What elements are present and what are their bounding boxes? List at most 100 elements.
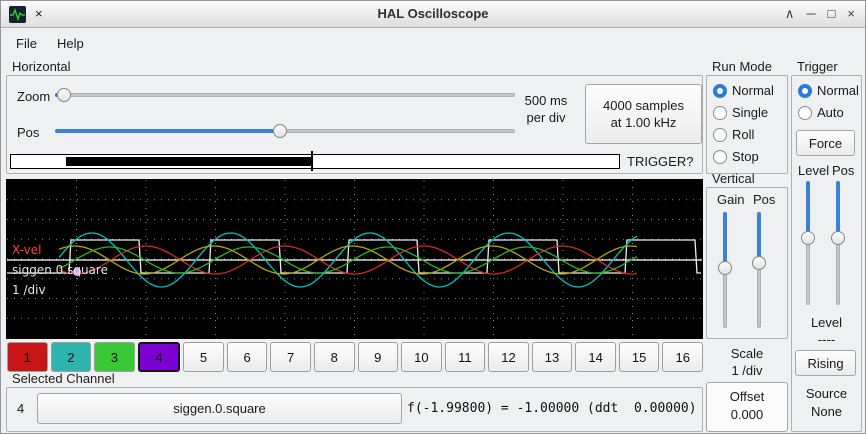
channel-button-15[interactable]: 15 (618, 342, 660, 372)
channel-button-6[interactable]: 6 (226, 342, 268, 372)
radio-checked-icon (713, 83, 727, 98)
channel-button-11[interactable]: 11 (444, 342, 486, 372)
scope-channel-label-siggen: siggen.0.square (12, 263, 108, 277)
radio-checked-icon (798, 83, 812, 98)
run-mode-single-radio[interactable]: Single (713, 103, 768, 122)
trigger-position-tick (311, 151, 313, 171)
channel-button-3[interactable]: 3 (94, 342, 135, 372)
channel-button-14[interactable]: 14 (575, 342, 616, 372)
trigger-auto-radio[interactable]: Auto (798, 103, 844, 122)
offset-panel[interactable]: Offset 0.000 (706, 382, 788, 432)
trigger-normal-radio[interactable]: Normal (798, 81, 859, 100)
menu-file[interactable]: File (16, 36, 37, 51)
menubar: File Help (1, 29, 865, 58)
scope-scale-label: 1 /div (12, 283, 46, 297)
offset-caption: Offset (729, 389, 765, 404)
samples-rate: at 1.00 kHz (610, 115, 677, 130)
vertical-scale-block: Scale 1 /div (706, 345, 788, 379)
vertical-pos-handle[interactable] (752, 256, 766, 271)
horizontal-group: Horizontal Zoom 500 ms per div 4000 samp… (6, 60, 703, 174)
titlebar: × HAL Oscilloscope ∧ ─ □ × (1, 1, 865, 28)
maximize-icon[interactable]: □ (827, 6, 836, 21)
offset-value: 0.000 (730, 407, 764, 422)
trigger-source-value: None (810, 404, 843, 419)
waveform-canvas (7, 180, 702, 338)
shade-icon[interactable]: ∧ (784, 6, 795, 21)
samples-count: 4000 samples (603, 98, 684, 113)
selected-channel-group: Selected Channel 4 siggen.0.square f(-1.… (6, 371, 703, 432)
titlebar-left-close-icon[interactable]: × (35, 6, 43, 21)
channel-button-10[interactable]: 10 (401, 342, 442, 372)
channel-row: 1 2 3 4 5 6 7 8 9 10 11 12 13 14 15 16 (7, 342, 703, 372)
trigger-level-slider-label: Level (798, 163, 830, 178)
timebase-value: 500 ms (524, 93, 568, 108)
trigger-group-title: Trigger (797, 59, 838, 74)
channel-button-13[interactable]: 13 (531, 342, 573, 372)
run-mode-normal-radio[interactable]: Normal (713, 81, 774, 100)
channel-button-4[interactable]: 4 (137, 342, 181, 372)
zoom-slider[interactable] (55, 87, 515, 103)
menu-help[interactable]: Help (56, 36, 84, 51)
vertical-pos-label: Pos (753, 192, 776, 207)
gain-slider-handle[interactable] (718, 260, 732, 275)
trigger-edge-button[interactable]: Rising (795, 350, 856, 376)
channel-button-1[interactable]: 1 (7, 342, 48, 372)
signal-value-readout: f(-1.99800) = -1.00000 (ddt 0.00000) (407, 401, 697, 416)
record-window-fill (66, 157, 313, 166)
vertical-group: Vertical Gain Pos (706, 171, 788, 339)
force-button[interactable]: Force (796, 130, 855, 156)
run-mode-roll-radio[interactable]: Roll (713, 125, 754, 144)
radio-icon (798, 105, 812, 120)
channel-button-9[interactable]: 9 (357, 342, 399, 372)
radio-icon (713, 149, 727, 164)
scale-value: 1 /div (731, 363, 763, 378)
trigger-pos-slider[interactable] (830, 181, 846, 305)
pos-label: Pos (17, 125, 40, 140)
channel-button-7[interactable]: 7 (270, 342, 311, 372)
selected-channel-number: 4 (17, 401, 25, 416)
record-position-bar[interactable] (10, 151, 620, 171)
selected-channel-group-title: Selected Channel (12, 371, 115, 386)
trigger-status-label: TRIGGER? (627, 154, 694, 169)
zoom-slider-track (55, 93, 515, 97)
zoom-label: Zoom (17, 89, 51, 104)
close-icon[interactable]: × (847, 6, 855, 21)
run-mode-group: Run Mode Normal Single Roll Stop (706, 60, 788, 174)
gain-slider-fill (723, 212, 727, 268)
channel-button-5[interactable]: 5 (183, 342, 224, 372)
radio-label: Auto (817, 105, 844, 120)
trigger-level-fill (806, 181, 810, 239)
trigger-edge-label: Rising (807, 355, 844, 371)
channel-source-label: siggen.0.square (173, 401, 266, 416)
channel-button-2[interactable]: 2 (50, 342, 92, 372)
trigger-pos-slider-label: Pos (832, 163, 855, 178)
vertical-pos-fill (757, 212, 761, 264)
pos-slider-handle[interactable] (273, 124, 288, 138)
channel-button-12[interactable]: 12 (488, 342, 529, 372)
pos-slider-fill (55, 129, 281, 133)
vertical-group-title: Vertical (712, 171, 755, 186)
minimize-icon[interactable]: ─ (806, 6, 816, 21)
run-mode-stop-radio[interactable]: Stop (713, 147, 759, 166)
zoom-slider-handle[interactable] (57, 88, 72, 102)
radio-icon (713, 105, 727, 120)
channel-button-16[interactable]: 16 (662, 342, 703, 372)
window-title: HAL Oscilloscope (377, 6, 489, 21)
pos-slider[interactable] (55, 123, 515, 139)
radio-label: Normal (732, 83, 774, 98)
vertical-pos-slider[interactable] (751, 212, 767, 328)
radio-label: Normal (817, 83, 859, 98)
channel-source-button[interactable]: siggen.0.square (37, 393, 402, 424)
timebase-readout: 500 ms per div (513, 92, 579, 126)
trigger-level-slider[interactable] (800, 181, 816, 305)
channel-button-8[interactable]: 8 (313, 342, 355, 372)
gain-slider[interactable] (717, 212, 733, 328)
trigger-group: Trigger Normal Auto Force Level Pos (791, 59, 862, 432)
gain-label: Gain (717, 192, 745, 207)
trigger-level-handle[interactable] (801, 231, 815, 246)
samples-button[interactable]: 4000 samples at 1.00 kHz (585, 84, 702, 144)
trigger-pos-handle[interactable] (831, 231, 845, 246)
trigger-pos-fill (836, 181, 840, 239)
scope-display[interactable]: X-vel siggen.0.square 1 /div (6, 179, 703, 339)
